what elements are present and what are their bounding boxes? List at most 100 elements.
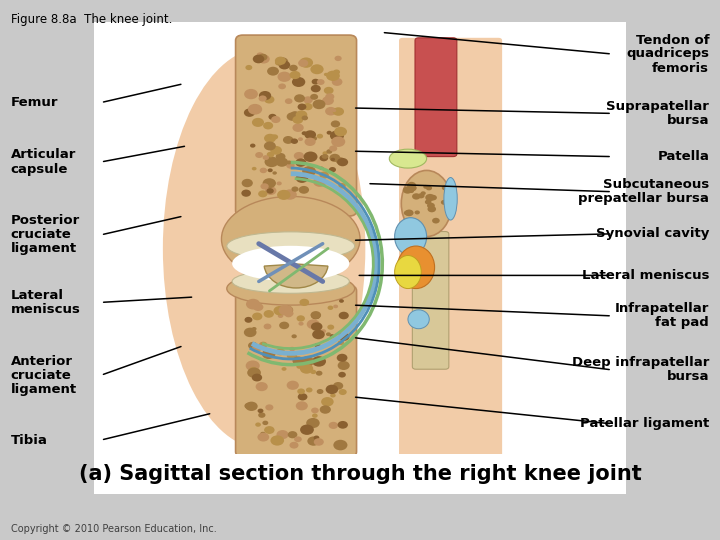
Text: Infrapatellar
fat pad: Infrapatellar fat pad — [615, 302, 709, 329]
Circle shape — [338, 183, 346, 188]
Circle shape — [289, 71, 300, 79]
Circle shape — [408, 185, 417, 192]
Circle shape — [310, 94, 318, 100]
Circle shape — [274, 306, 286, 315]
Circle shape — [322, 154, 328, 159]
Circle shape — [263, 122, 273, 130]
Circle shape — [292, 77, 305, 87]
Circle shape — [271, 134, 278, 139]
Circle shape — [338, 361, 350, 370]
Circle shape — [289, 353, 297, 359]
Circle shape — [402, 186, 413, 194]
Circle shape — [244, 403, 253, 409]
Circle shape — [288, 431, 297, 438]
Circle shape — [246, 179, 251, 183]
Circle shape — [252, 345, 261, 352]
Circle shape — [242, 179, 253, 187]
Circle shape — [441, 200, 447, 205]
Circle shape — [275, 60, 282, 65]
Circle shape — [269, 114, 276, 120]
Circle shape — [312, 79, 320, 85]
Circle shape — [300, 424, 314, 435]
Circle shape — [260, 167, 267, 173]
Circle shape — [264, 157, 279, 167]
Circle shape — [247, 368, 261, 378]
Circle shape — [259, 91, 271, 100]
FancyBboxPatch shape — [415, 38, 456, 157]
Circle shape — [255, 152, 264, 158]
Circle shape — [252, 118, 264, 127]
Circle shape — [330, 131, 344, 141]
Circle shape — [268, 168, 273, 172]
Circle shape — [325, 107, 336, 116]
Circle shape — [332, 78, 343, 86]
Circle shape — [420, 191, 426, 195]
Circle shape — [256, 52, 264, 58]
Circle shape — [258, 53, 267, 61]
Circle shape — [323, 151, 328, 155]
Bar — [94, 454, 626, 494]
Circle shape — [271, 116, 281, 123]
Circle shape — [311, 85, 320, 92]
Circle shape — [338, 332, 349, 341]
Circle shape — [320, 167, 324, 170]
Circle shape — [288, 383, 295, 389]
Circle shape — [244, 109, 255, 117]
Circle shape — [258, 409, 264, 413]
Text: Articular
capsule: Articular capsule — [11, 148, 76, 176]
Circle shape — [407, 182, 416, 188]
Circle shape — [302, 116, 308, 120]
Circle shape — [296, 401, 308, 410]
Circle shape — [251, 342, 256, 346]
Circle shape — [258, 55, 270, 64]
Circle shape — [305, 138, 315, 146]
Circle shape — [276, 158, 288, 167]
Circle shape — [297, 388, 305, 394]
Circle shape — [260, 432, 266, 436]
Circle shape — [338, 312, 348, 319]
Circle shape — [277, 190, 291, 200]
Circle shape — [329, 167, 336, 172]
Circle shape — [296, 173, 308, 183]
Circle shape — [276, 57, 288, 66]
Ellipse shape — [227, 272, 355, 305]
Text: Tendon of
quadriceps
femoris: Tendon of quadriceps femoris — [626, 33, 709, 75]
Circle shape — [244, 328, 256, 337]
Ellipse shape — [232, 246, 349, 281]
Circle shape — [317, 389, 323, 394]
Circle shape — [322, 96, 334, 105]
Circle shape — [258, 413, 266, 418]
Circle shape — [276, 153, 286, 160]
Circle shape — [324, 73, 328, 76]
Circle shape — [244, 89, 258, 99]
Circle shape — [290, 111, 300, 118]
Circle shape — [324, 87, 333, 94]
Circle shape — [321, 397, 333, 407]
Circle shape — [251, 106, 258, 112]
Circle shape — [279, 322, 289, 329]
Wedge shape — [264, 264, 328, 288]
Circle shape — [300, 57, 313, 68]
Circle shape — [330, 120, 340, 127]
Circle shape — [246, 65, 252, 70]
Circle shape — [426, 186, 432, 191]
Circle shape — [302, 131, 307, 135]
Circle shape — [245, 317, 253, 323]
Circle shape — [265, 186, 276, 195]
Circle shape — [246, 299, 260, 309]
Circle shape — [264, 426, 274, 434]
Circle shape — [412, 193, 420, 200]
Circle shape — [262, 421, 269, 425]
Circle shape — [266, 188, 274, 194]
Circle shape — [305, 360, 313, 366]
Circle shape — [264, 96, 274, 104]
Circle shape — [315, 343, 320, 347]
Circle shape — [339, 299, 344, 303]
Circle shape — [307, 319, 320, 329]
Circle shape — [330, 158, 335, 161]
Circle shape — [297, 315, 305, 322]
Ellipse shape — [390, 149, 426, 168]
Circle shape — [276, 430, 289, 439]
Circle shape — [332, 109, 336, 112]
Circle shape — [289, 347, 295, 352]
